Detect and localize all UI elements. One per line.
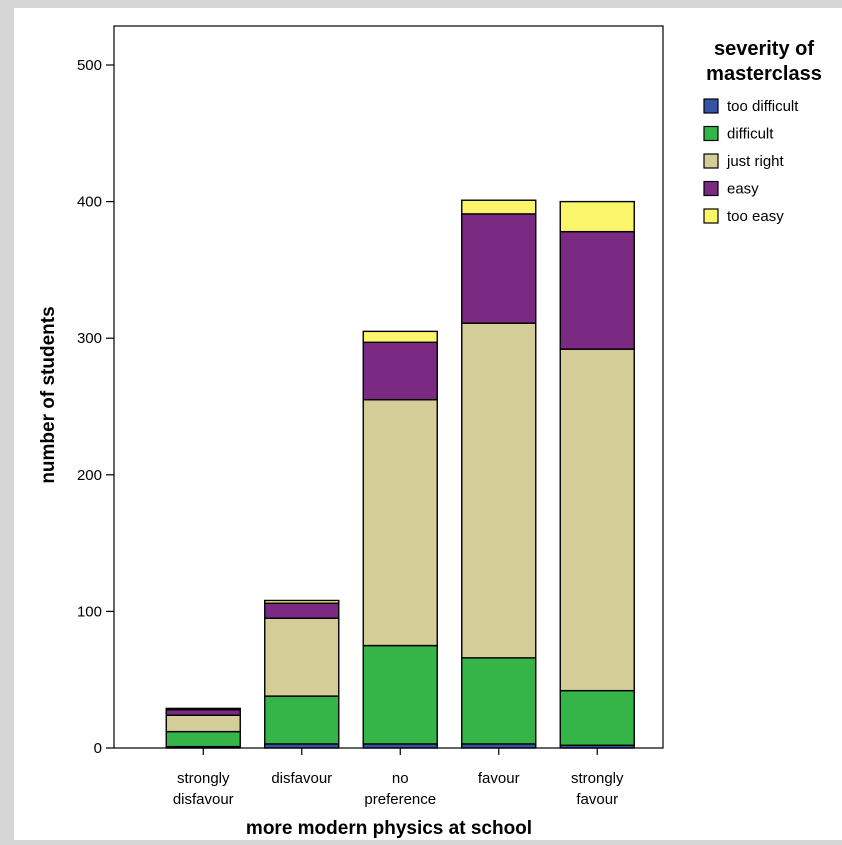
x-tick-label: disfavour bbox=[173, 791, 234, 808]
bar-stack bbox=[165, 707, 241, 749]
legend-swatch bbox=[703, 153, 719, 169]
bar-segment bbox=[264, 602, 340, 619]
legend: severity of masterclass too difficult diffi… bbox=[703, 38, 822, 225]
legend-label: too easy bbox=[727, 208, 784, 225]
x-axis-label: more modern physics at school bbox=[246, 818, 532, 839]
bar-segment bbox=[362, 341, 438, 401]
bar-segment bbox=[559, 200, 635, 233]
y-axis-label: number of students bbox=[38, 306, 59, 483]
stacked-bar-chart: 0 100 200 300 400 500 strongly disfavour disfav… bbox=[38, 25, 822, 839]
bar-stack bbox=[461, 199, 537, 749]
bar-segment bbox=[165, 707, 241, 711]
bar-segment bbox=[559, 689, 635, 746]
bar-segment bbox=[461, 213, 537, 324]
bar-segment bbox=[461, 657, 537, 745]
y-tick-label: 300 bbox=[77, 330, 102, 347]
bar-segment bbox=[165, 709, 241, 716]
bar-segment bbox=[264, 599, 340, 604]
bar-segment bbox=[165, 730, 241, 748]
bar-segment bbox=[264, 617, 340, 697]
bar-stack bbox=[264, 599, 340, 749]
legend-swatch bbox=[703, 180, 719, 197]
legend-swatch bbox=[703, 98, 719, 114]
bar-segment bbox=[264, 695, 340, 745]
y-tick-label: 400 bbox=[77, 194, 102, 211]
x-axis: strongly disfavour disfavour no preference fa… bbox=[173, 748, 624, 808]
x-tick-label: strongly bbox=[571, 770, 624, 787]
bar-stack bbox=[559, 200, 635, 749]
bar-segment bbox=[362, 398, 438, 647]
legend-label: easy bbox=[727, 181, 759, 198]
y-tick-label: 100 bbox=[77, 603, 102, 620]
bar-segment bbox=[559, 230, 635, 350]
bar-stack bbox=[362, 330, 438, 749]
y-tick-label: 200 bbox=[77, 467, 102, 484]
legend-label: too difficult bbox=[727, 98, 799, 115]
bar-segment bbox=[461, 322, 537, 659]
x-tick-label: preference bbox=[364, 791, 436, 808]
bar-segment bbox=[362, 644, 438, 745]
legend-title: severity of bbox=[714, 38, 814, 60]
legend-swatch bbox=[703, 125, 719, 142]
bar-segment bbox=[165, 714, 241, 733]
y-tick-label: 0 bbox=[94, 740, 102, 757]
x-tick-label: favour bbox=[576, 791, 618, 808]
bar-segment bbox=[362, 330, 438, 343]
x-tick-label: favour bbox=[478, 770, 520, 787]
bar-segment bbox=[461, 199, 537, 215]
legend-label: difficult bbox=[727, 126, 774, 143]
chart-frame: 0 100 200 300 400 500 strongly disfavour disfav… bbox=[14, 8, 842, 840]
legend-swatch bbox=[703, 208, 719, 224]
legend-title: masterclass bbox=[706, 63, 822, 85]
x-tick-label: no bbox=[392, 770, 409, 787]
y-tick-label: 500 bbox=[77, 57, 102, 74]
y-axis: 0 100 200 300 400 500 bbox=[77, 57, 114, 757]
bar-segment bbox=[559, 348, 635, 692]
legend-label: just right bbox=[726, 153, 785, 170]
bars bbox=[165, 199, 635, 749]
x-tick-label: strongly bbox=[177, 770, 230, 787]
x-tick-label: disfavour bbox=[271, 770, 332, 787]
